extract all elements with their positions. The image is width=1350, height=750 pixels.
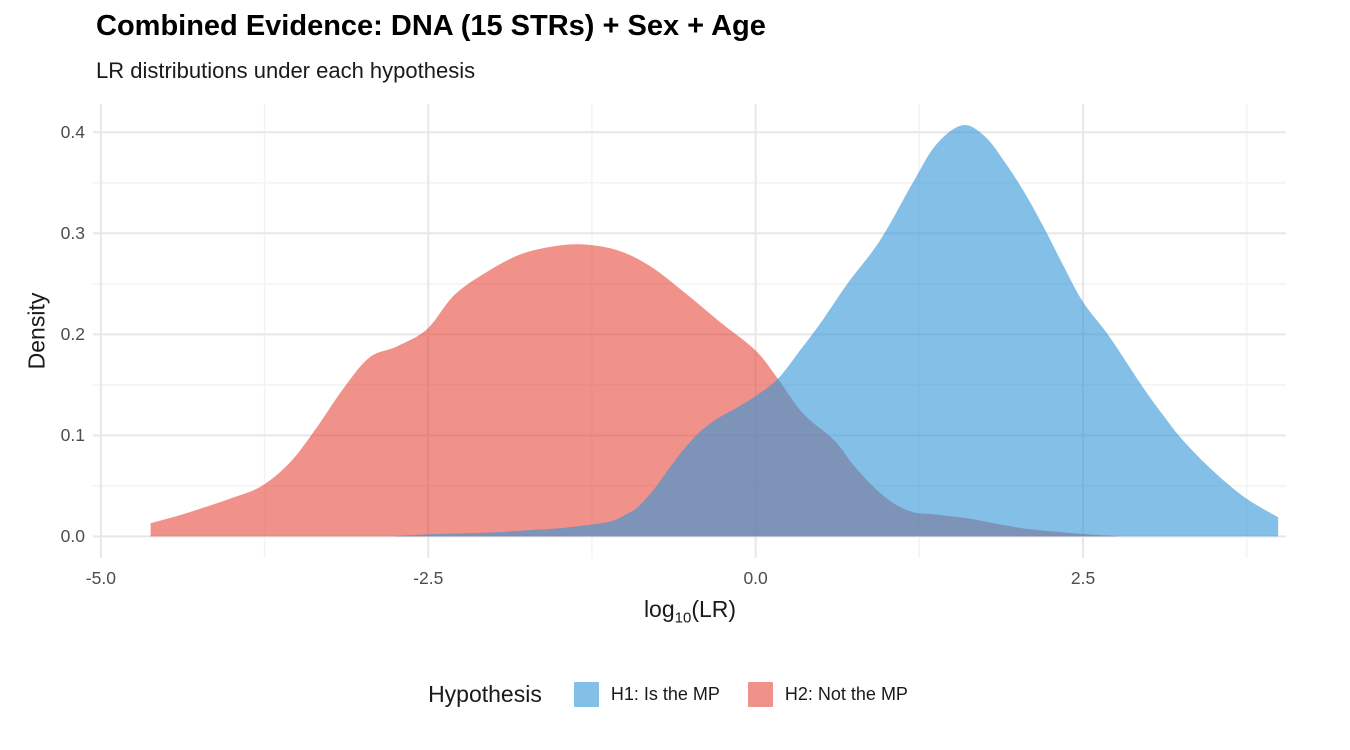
y-tick-label: 0.0 — [60, 526, 85, 547]
x-axis-title-suffix: (LR) — [691, 596, 737, 622]
y-tick-label: 0.4 — [60, 122, 85, 143]
legend-title: Hypothesis — [428, 681, 542, 707]
x-axis-title: log10(LR) — [540, 596, 840, 627]
x-tick-label: 2.5 — [1070, 568, 1096, 588]
density-area-h1 — [395, 125, 1279, 537]
chart-subtitle: LR distributions under each hypothesis — [96, 58, 476, 83]
chart-title: Combined Evidence: DNA (15 STRs) + Sex +… — [96, 10, 766, 42]
y-axis-title: Density — [23, 292, 50, 370]
legend-item-h1: H1: Is the MP — [573, 682, 720, 707]
legend-label-h2: H2: Not the MP — [784, 684, 908, 704]
h2-swatch-icon — [747, 682, 773, 707]
y-tick-label: 0.2 — [60, 324, 85, 345]
y-tick-label: 0.3 — [60, 223, 85, 244]
x-tick-label: -2.5 — [413, 568, 444, 588]
x-axis-title-subscript: 10 — [674, 609, 692, 627]
x-axis-title-prefix: log — [643, 596, 675, 622]
legend-item-h2: H2: Not the MP — [747, 682, 908, 707]
y-tick-label: 0.1 — [60, 425, 85, 446]
x-tick-label: -5.0 — [85, 568, 116, 588]
legend-label-h1: H1: Is the MP — [610, 684, 720, 704]
plot-panel — [93, 104, 1286, 558]
h1-swatch-icon — [573, 682, 599, 707]
legend: Hypothesis H1: Is the MP H2: Not the MP — [0, 681, 1350, 708]
density-area-h2 — [150, 244, 1116, 537]
x-tick-label: 0.0 — [743, 568, 768, 588]
